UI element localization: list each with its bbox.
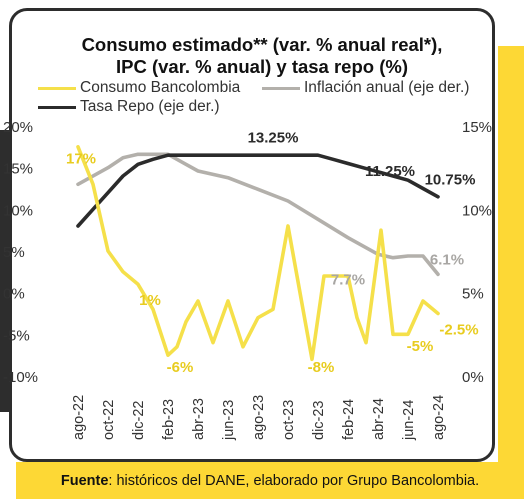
title-line-2: IPC (var. % anual) y tasa repo (%) [116,56,408,77]
y-left-tick-label: -5% [3,327,30,344]
data-label: 13.25% [248,130,299,147]
series-line [76,152,440,277]
legend-label-inflacion: Inflación anual (eje der.) [304,79,470,96]
source-label: Fuente [60,472,109,489]
source-text: : históricos del DANE, elaborado por Gru… [108,472,480,489]
y-right-tick-label: 5% [462,286,484,303]
data-label: 7.7% [331,271,365,288]
data-label: -6% [167,359,194,376]
yellow-footer-band [16,462,524,499]
x-tick-label: oct-22 [101,400,117,440]
data-label: -8% [308,359,335,376]
data-label: 10.75% [425,171,476,188]
x-tick-label: ago-24 [431,395,447,440]
data-label: 17% [66,151,96,168]
chart-title: Consumo estimado** (var. % anual real*),… [12,34,512,78]
y-left-tick-label: 10% [3,202,33,219]
x-tick-label: feb-24 [341,399,357,440]
legend-swatch-repo [38,105,76,109]
x-tick-label: jun-24 [401,400,417,441]
legend-swatch-consumo [38,86,76,90]
data-label: -2.5% [439,321,478,338]
data-label: 6.1% [430,251,464,268]
y-right-tick-label: 0% [462,369,484,386]
y-left-tick-label: 5% [3,244,25,261]
yellow-frame-accent [498,46,524,499]
y-left-tick-label: 20% [3,119,33,136]
title-line-1: Consumo estimado** (var. % anual real*), [81,34,443,55]
data-label: -5% [407,338,434,355]
y-left-tick-label: 15% [3,161,33,178]
y-right-tick-label: 10% [462,202,492,219]
x-tick-label: ago-22 [71,395,87,440]
x-tick-label: abr-23 [191,398,207,440]
y-left-tick-label: -10% [3,369,38,386]
x-tick-label: ago-23 [251,395,267,440]
series-line [76,153,440,228]
source-note: Fuente: históricos del DANE, elaborado p… [16,462,524,499]
legend-label-repo: Tasa Repo (eje der.) [80,98,220,115]
chart-card [9,8,495,462]
x-tick-label: dic-23 [311,401,327,441]
legend-item-inflacion: Inflación anual (eje der.) [262,79,469,97]
legend-label-consumo: Consumo Bancolombia [80,79,241,96]
x-tick-label: abr-24 [371,398,387,440]
data-label: 11.25% [365,163,415,180]
legend-item-consumo: Consumo Bancolombia [38,79,240,97]
series-line [76,145,440,362]
data-label: 1% [139,292,161,309]
legend-item-repo: Tasa Repo (eje der.) [38,98,220,116]
x-tick-label: jun-23 [221,400,237,441]
y-right-tick-label: 15% [462,119,492,136]
x-tick-label: dic-22 [131,401,147,441]
x-tick-label: feb-23 [161,399,177,440]
x-tick-label: oct-23 [281,400,297,440]
legend-swatch-inflacion [262,86,300,90]
y-left-tick-label: 0% [3,286,25,303]
